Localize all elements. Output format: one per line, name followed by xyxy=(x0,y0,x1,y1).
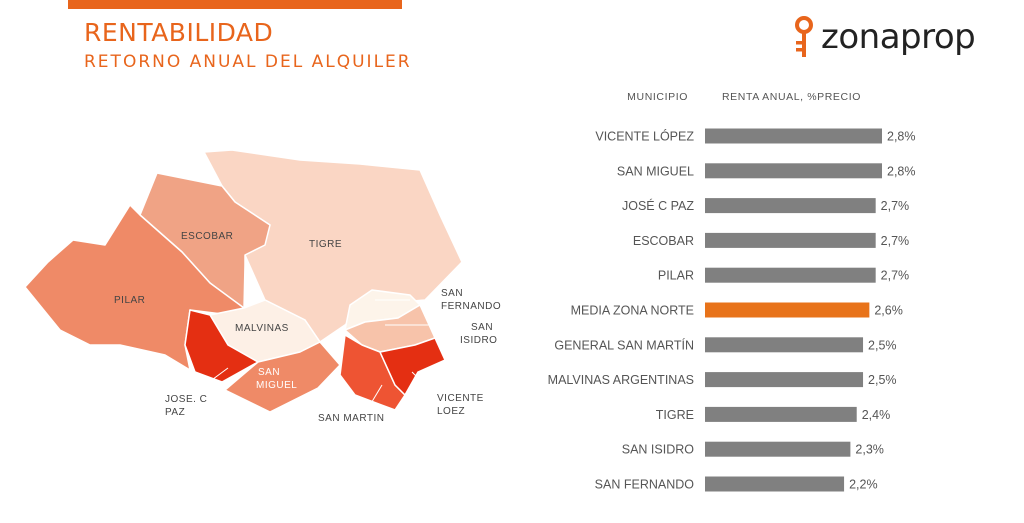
bar-8 xyxy=(705,406,857,422)
map-label-san-miguel-2: MIGUEL xyxy=(256,380,297,391)
category-label-6: GENERAL SAN MARTÍN xyxy=(554,337,694,352)
zonaprop-logo: zonaprop xyxy=(793,15,993,65)
region-pilar xyxy=(24,204,245,371)
bar-3 xyxy=(705,232,876,248)
map-label-san-fernando: SAN xyxy=(441,288,463,299)
value-label-10: 2,2% xyxy=(849,478,878,492)
value-label-6: 2,5% xyxy=(868,338,897,352)
map-label-jose-c-paz-2: PAZ xyxy=(165,407,185,418)
map-label-escobar: ESCOBAR xyxy=(181,231,233,242)
value-label-8: 2,4% xyxy=(862,408,891,422)
value-label-2: 2,7% xyxy=(881,199,910,213)
map-label-jose-c-paz: JOSE. C xyxy=(165,394,207,405)
map-label-san-fernando-2: FERNANDO xyxy=(441,301,501,312)
category-label-1: SAN MIGUEL xyxy=(617,164,694,178)
top-accent-bar xyxy=(68,0,402,9)
bar-7 xyxy=(705,372,864,388)
bar-1 xyxy=(705,163,882,179)
bar-2 xyxy=(705,198,876,214)
page-subtitle: RETORNO ANUAL DEL ALQUILER xyxy=(84,52,412,72)
value-label-4: 2,7% xyxy=(881,269,910,283)
map-label-malvinas: MALVINAS xyxy=(235,323,289,334)
category-label-9: SAN ISIDRO xyxy=(622,443,695,457)
category-label-2: JOSÉ C PAZ xyxy=(622,198,694,213)
category-label-10: SAN FERNANDO xyxy=(595,478,695,492)
value-label-3: 2,7% xyxy=(881,234,910,248)
category-label-8: TIGRE xyxy=(656,408,694,422)
map-label-san-miguel: SAN xyxy=(258,367,280,378)
logo-text: zonaprop xyxy=(821,17,976,57)
map-label-vicente-lopez-2: LOEZ xyxy=(437,406,465,417)
bar-5 xyxy=(705,302,870,318)
bar-6 xyxy=(705,337,864,353)
bar-0 xyxy=(705,128,882,144)
category-label-7: MALVINAS ARGENTINAS xyxy=(548,373,694,387)
value-label-0: 2,8% xyxy=(887,130,916,144)
page-title: RENTABILIDAD xyxy=(84,18,274,47)
map-label-san-isidro: SAN xyxy=(471,322,493,333)
key-icon xyxy=(795,16,813,57)
value-header: RENTA ANUAL, %PRECIO xyxy=(722,91,861,103)
region-jose-c-paz xyxy=(184,309,259,383)
region-map: ESCOBAR TIGRE PILAR MALVINAS SAN FERNAND… xyxy=(24,149,501,424)
bar-10 xyxy=(705,476,845,492)
value-label-7: 2,5% xyxy=(868,373,897,387)
bar-4 xyxy=(705,267,876,283)
category-label-3: ESCOBAR xyxy=(633,234,694,248)
region-vicente-lopez xyxy=(379,337,446,396)
map-label-san-isidro-2: ISIDRO xyxy=(460,335,497,346)
map-label-san-martin: SAN MARTIN xyxy=(318,413,385,424)
category-label-0: VICENTE LÓPEZ xyxy=(595,129,694,144)
value-label-5: 2,6% xyxy=(874,304,903,318)
map-label-tigre: TIGRE xyxy=(309,239,342,250)
bar-9 xyxy=(705,441,851,457)
category-label-5: MEDIA ZONA NORTE xyxy=(571,304,694,318)
value-label-9: 2,3% xyxy=(855,443,884,457)
category-header: MUNICIPIO xyxy=(627,91,688,103)
map-label-vicente-lopez: VICENTE xyxy=(437,393,484,404)
region-san-miguel xyxy=(224,341,341,413)
category-label-4: PILAR xyxy=(658,269,694,283)
value-label-1: 2,8% xyxy=(887,164,916,178)
map-label-pilar: PILAR xyxy=(114,295,145,306)
